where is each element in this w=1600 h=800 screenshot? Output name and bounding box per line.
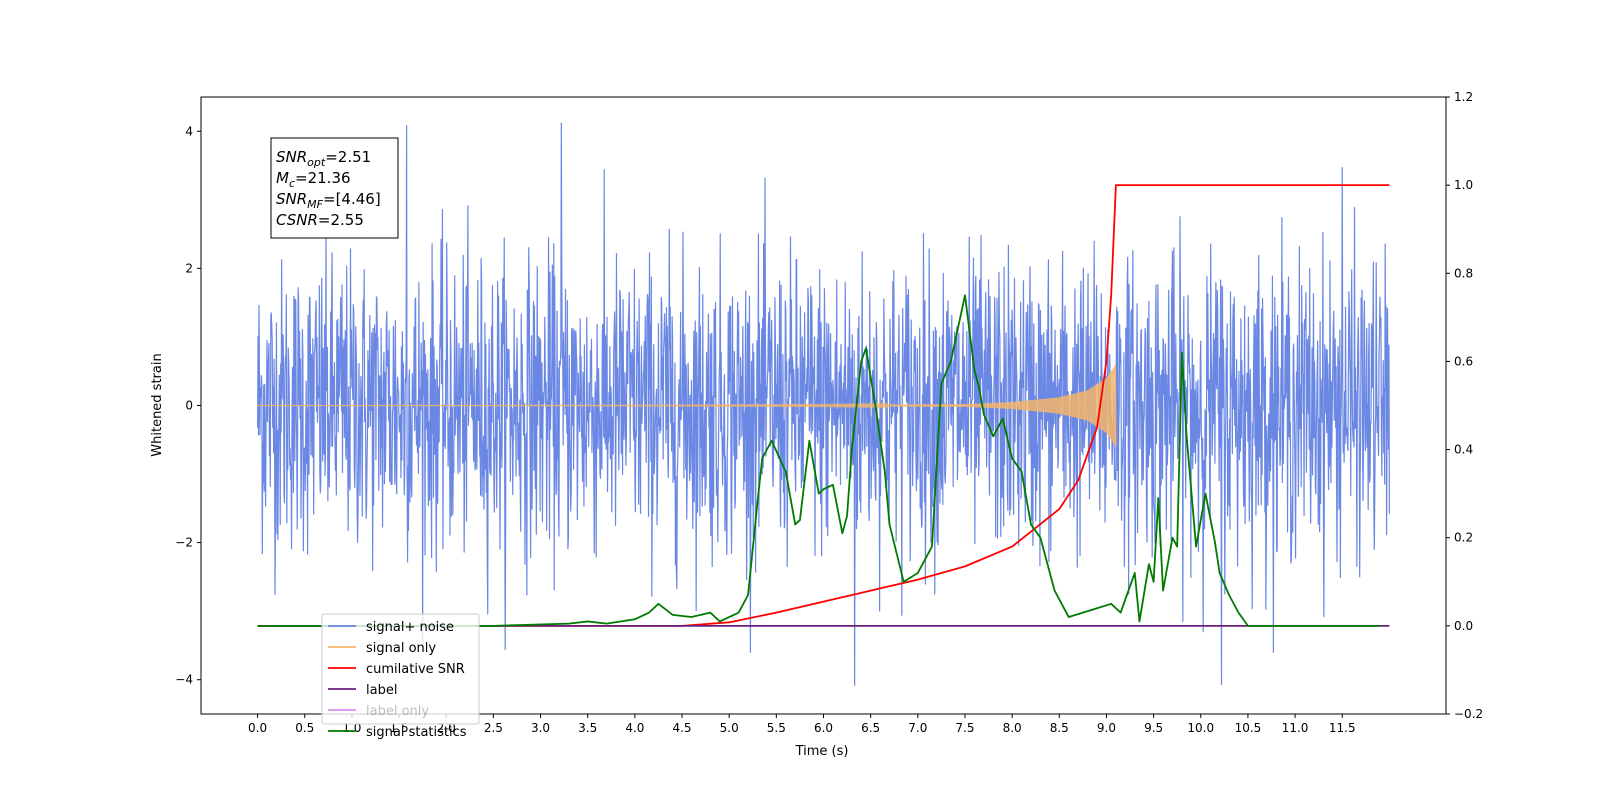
x-tick-label: 0.5 bbox=[295, 721, 314, 735]
x-tick-label: 7.5 bbox=[955, 721, 974, 735]
series-signal-only bbox=[257, 365, 1117, 447]
x-tick-label: 8.5 bbox=[1050, 721, 1069, 735]
series-cumulative-snr bbox=[257, 184, 1390, 627]
x-tick-label: 9.5 bbox=[1144, 721, 1163, 735]
x-tick-label: 3.5 bbox=[578, 721, 597, 735]
x-tick-label: 5.0 bbox=[720, 721, 739, 735]
x-tick-label: 7.0 bbox=[908, 721, 927, 735]
y-tick-label-right: 0.0 bbox=[1454, 619, 1473, 633]
y-tick-label-left: 4 bbox=[185, 124, 193, 138]
y-tick-label-left: 0 bbox=[185, 399, 193, 413]
x-axis: 0.0 0.5 1.0 1.5 2.0 2.5 3.0 3.5 4.0 4.5 5.0 5.5 6.0 6… bbox=[248, 714, 1356, 735]
legend-label: signal only bbox=[366, 641, 436, 656]
x-tick-label: 10.5 bbox=[1235, 721, 1262, 735]
legend-label: cumilative SNR bbox=[366, 662, 465, 677]
y-tick-label-left: 2 bbox=[185, 261, 193, 275]
info-box-line: SNRopt=2.51 bbox=[276, 148, 371, 169]
y-axis-right: 1.2 1.0 0.8 0.6 0.4 0.2 0.0 −0.2 bbox=[1446, 90, 1483, 721]
x-tick-label: 6.0 bbox=[814, 721, 833, 735]
x-tick-label: 11.0 bbox=[1282, 721, 1309, 735]
x-tick-label: 9.0 bbox=[1097, 721, 1116, 735]
y-axis-label: Whitened strain bbox=[150, 353, 165, 456]
info-box-line: CSNR=2.55 bbox=[276, 211, 364, 229]
info-box-frame bbox=[270, 137, 399, 239]
x-tick-label: 0.0 bbox=[248, 721, 267, 735]
legend-label: signal+ noise bbox=[366, 620, 454, 635]
y-axis-left: 4 2 0 −2 −4 bbox=[175, 124, 201, 687]
y-tick-label-right: 1.0 bbox=[1454, 178, 1473, 192]
y-tick-label-right: 0.6 bbox=[1454, 354, 1473, 368]
legend-frame bbox=[321, 613, 480, 725]
x-tick-label: 8.0 bbox=[1003, 721, 1022, 735]
series-signal-noise bbox=[256, 122, 1391, 686]
y-tick-label-right: 0.2 bbox=[1454, 531, 1473, 545]
x-tick-label: 4.5 bbox=[672, 721, 691, 735]
x-axis-label: Time (s) bbox=[795, 744, 849, 759]
y-tick-label-left: −2 bbox=[175, 536, 193, 550]
legend-label: label bbox=[366, 683, 397, 698]
x-tick-label: 4.0 bbox=[625, 721, 644, 735]
legend-label: label only bbox=[366, 704, 429, 719]
x-tick-label: 10.0 bbox=[1187, 721, 1214, 735]
y-tick-label-right: 0.4 bbox=[1454, 443, 1473, 457]
info-box-line: Mc=21.36 bbox=[276, 169, 351, 190]
y-tick-label-right: 0.8 bbox=[1454, 266, 1473, 280]
x-tick-label: 11.5 bbox=[1329, 721, 1356, 735]
x-tick-label: 5.5 bbox=[767, 721, 786, 735]
y-tick-label-right: 1.2 bbox=[1454, 90, 1473, 104]
legend: signal+ noise signal only cumilative SNR la… bbox=[321, 613, 480, 740]
x-tick-label: 3.0 bbox=[531, 721, 550, 735]
y-tick-label-right: −0.2 bbox=[1454, 707, 1483, 721]
x-tick-label: 2.5 bbox=[484, 721, 503, 735]
series-signal-statistics bbox=[257, 294, 1380, 627]
y-tick-label-left: −4 bbox=[175, 673, 193, 687]
legend-label: signal statistics bbox=[366, 725, 467, 740]
info-box-line: SNRMF=[4.46] bbox=[276, 190, 381, 211]
x-tick-label: 6.5 bbox=[861, 721, 880, 735]
